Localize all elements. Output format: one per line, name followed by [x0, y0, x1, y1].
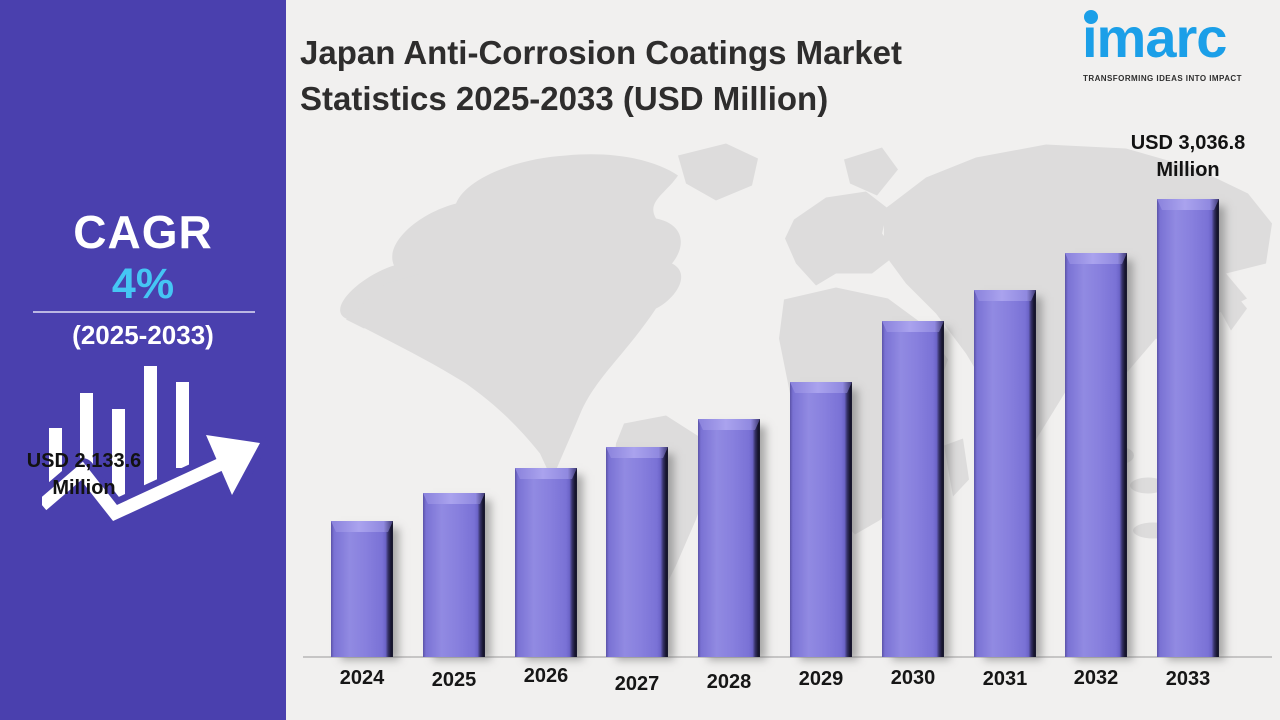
- bar-top-bevel: [423, 493, 485, 504]
- bar-2028: [698, 419, 760, 657]
- cagr-label: CAGR: [73, 206, 213, 258]
- bar-2031: [974, 290, 1036, 657]
- year-label-2024: 2024: [339, 667, 385, 689]
- imarc-logo: ımarc TRANSFORMING IDEAS INTO IMPACT: [1082, 6, 1258, 96]
- bar-top-bevel: [606, 447, 668, 458]
- year-label-2027: 2027: [614, 673, 660, 695]
- bar-top-bevel: [974, 290, 1036, 301]
- bar-top-bevel: [1065, 253, 1127, 264]
- x-axis-line: [303, 656, 1272, 658]
- divider-line: [33, 311, 255, 313]
- year-label-2029: 2029: [798, 668, 844, 690]
- year-label-2030: 2030: [890, 667, 936, 689]
- bar-2029: [790, 382, 852, 657]
- bar-2033: [1157, 199, 1219, 657]
- page-title: Japan Anti-Corrosion Coatings Market Sta…: [300, 34, 903, 117]
- year-label-2032: 2032: [1073, 667, 1119, 689]
- bar-top-bevel: [790, 382, 852, 393]
- bar-top-bevel: [331, 521, 393, 532]
- value-label-2024: USD 2,133.6 Million: [26, 450, 142, 499]
- logo-tagline: TRANSFORMING IDEAS INTO IMPACT: [1083, 74, 1242, 83]
- year-label-2033: 2033: [1165, 668, 1211, 690]
- year-label-2031: 2031: [982, 668, 1028, 690]
- growth-chart-arrow-icon: [42, 366, 268, 523]
- cagr-sidebar: CAGR 4% (2025-2033): [0, 0, 286, 720]
- bar-2027: [606, 447, 668, 657]
- bar-2030: [882, 321, 944, 657]
- imarc-wordmark: ımarc: [1082, 6, 1227, 69]
- bar-top-bevel: [698, 419, 760, 430]
- bar-top-bevel: [882, 321, 944, 332]
- bar-top-bevel: [515, 468, 577, 479]
- logo-dot-icon: [1084, 10, 1098, 24]
- year-label-2025: 2025: [431, 669, 477, 691]
- cagr-period: (2025-2033): [72, 320, 214, 350]
- value-label-2033: USD 3,036.8 Million: [1130, 132, 1246, 181]
- bar-top-bevel: [1157, 199, 1219, 210]
- year-label-2026: 2026: [523, 665, 569, 687]
- bar-2032: [1065, 253, 1127, 657]
- year-label-2028: 2028: [706, 671, 752, 693]
- cagr-value: 4%: [111, 260, 175, 308]
- bar-2025: [423, 493, 485, 657]
- bar-2026: [515, 468, 577, 657]
- bar-2024: [331, 521, 393, 657]
